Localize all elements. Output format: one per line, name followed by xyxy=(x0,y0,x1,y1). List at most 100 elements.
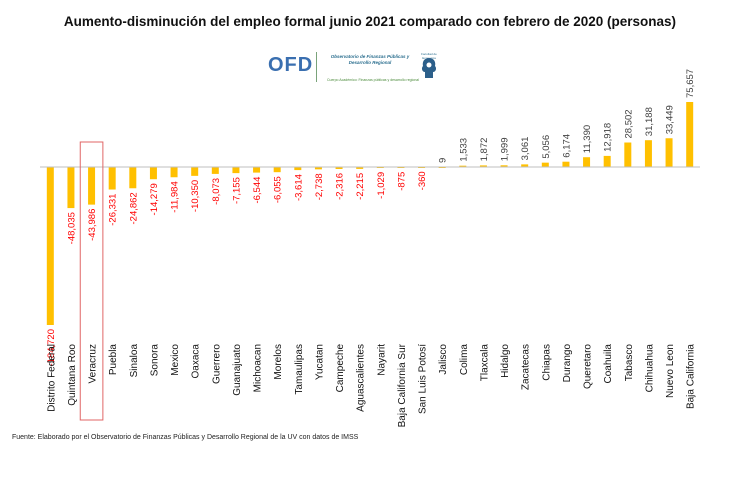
university-emblem-icon xyxy=(421,58,437,78)
value-label-chiapas: 5,056 xyxy=(541,135,552,159)
bar-sinaloa xyxy=(129,167,137,189)
category-label-campeche: Campeche xyxy=(335,344,346,393)
value-label-yucatan: -2,738 xyxy=(314,173,325,200)
bar-chihuahua xyxy=(644,140,652,167)
category-label-san-luis-potos-: San Luis Potosí xyxy=(418,344,429,414)
value-label-chihuahua: 31,188 xyxy=(644,107,655,136)
category-label-guanajuato: Guanajuato xyxy=(232,344,243,396)
category-label-chihuahua: Chihuahua xyxy=(644,344,655,393)
category-label-baja-california-sur: Baja California Sur xyxy=(397,343,408,427)
veracruz-highlight-box xyxy=(79,141,104,421)
category-label-mexico: Mexico xyxy=(170,344,181,376)
value-label-zacatecas: 3,061 xyxy=(520,137,531,161)
value-label-tamaulipas: -3,614 xyxy=(293,174,304,201)
category-label-zacatecas: Zacatecas xyxy=(521,344,532,390)
category-label-coahuila: Coahuila xyxy=(603,344,614,384)
category-label-durango: Durango xyxy=(562,344,573,383)
value-label-guanajuato: -7,155 xyxy=(231,177,242,204)
category-label-hidalgo: Hidalgo xyxy=(500,344,511,378)
bar-guerrero xyxy=(211,167,219,174)
bar-tlaxcala xyxy=(479,165,487,167)
bar-durango xyxy=(562,161,570,167)
ofd-logo: OFD Observatorio de Finanzas Públicas y … xyxy=(268,52,468,84)
bar-sonora xyxy=(149,167,157,180)
chart-title: Aumento-disminución del empleo formal ju… xyxy=(63,14,677,29)
value-label-hidalgo: 1,999 xyxy=(500,138,511,162)
bar-chiapas xyxy=(541,162,549,167)
category-label-veracruz: Veracruz xyxy=(88,344,99,383)
category-label-tlaxcala: Tlaxcala xyxy=(479,344,490,382)
value-label-puebla: -26,331 xyxy=(108,194,119,226)
bar-quintana-roo xyxy=(67,167,75,209)
value-label-quintana-roo: -48,035 xyxy=(66,212,77,244)
value-label-guerrero: -8,073 xyxy=(211,178,222,205)
category-label-distrito-federal: Distrito Federal xyxy=(46,344,57,412)
category-label-puebla: Puebla xyxy=(108,344,119,376)
category-label-sonora: Sonora xyxy=(149,344,160,377)
value-label-sinaloa: -24,862 xyxy=(128,192,139,224)
value-label-jalisco: 9 xyxy=(438,158,449,163)
logo-name: Observatorio de Finanzas Públicas y Desa… xyxy=(330,54,410,65)
value-label-distrito-federal: -184,720 xyxy=(46,329,57,367)
value-label-san-luis-potos-: -360 xyxy=(417,171,428,190)
value-label-baja-california-sur: -875 xyxy=(396,172,407,191)
category-label-sinaloa: Sinaloa xyxy=(129,344,140,378)
logo-subtitle: Cuerpo Académico: Finanzas públicas y de… xyxy=(326,78,420,82)
category-label-michoacan: Michoacan xyxy=(253,344,264,392)
category-label-colima: Colima xyxy=(459,344,470,376)
bar-aguascalientes xyxy=(356,167,364,169)
value-label-morelos: -6,055 xyxy=(273,176,284,203)
bar-michoacan xyxy=(253,167,261,173)
value-label-queretaro: 11,390 xyxy=(582,125,593,153)
category-label-yucatan: Yucatan xyxy=(314,344,325,380)
category-label-nuevo-leon: Nuevo Leon xyxy=(665,344,676,398)
category-label-chiapas: Chiapas xyxy=(541,344,552,381)
value-label-durango: 6,174 xyxy=(561,134,572,158)
bar-tamaulipas xyxy=(294,167,302,171)
bar-distrito-federal xyxy=(46,167,54,325)
bar-zacatecas xyxy=(521,164,529,167)
bar-morelos xyxy=(273,167,281,173)
value-label-campeche: -2,316 xyxy=(335,173,346,200)
bar-coahuila xyxy=(603,155,611,167)
bar-baja-california xyxy=(686,102,694,167)
value-label-nayarit: -1,029 xyxy=(376,172,387,199)
bar-queretaro xyxy=(583,157,591,167)
logo-divider xyxy=(316,52,317,82)
bar-yucatan xyxy=(314,167,322,170)
value-label-mexico: -11,984 xyxy=(170,181,181,213)
category-label-jalisco: Jalisco xyxy=(438,344,449,375)
bar-puebla xyxy=(108,167,116,190)
category-label-guerrero: Guerrero xyxy=(211,344,222,384)
bar-veracruz xyxy=(88,167,96,205)
value-label-baja-california: 75,657 xyxy=(685,69,696,98)
value-label-colima: 1,533 xyxy=(458,138,469,162)
logo-emblem-label: Facultad de Economía xyxy=(421,52,437,60)
value-label-aguascalientes: -2,215 xyxy=(355,173,366,200)
bar-oaxaca xyxy=(191,167,199,176)
bar-tabasco xyxy=(624,142,632,167)
category-label-quintana-roo: Quintana Roo xyxy=(67,344,78,406)
value-label-coahuila: 12,918 xyxy=(603,123,614,152)
category-label-tabasco: Tabasco xyxy=(624,344,635,382)
logo-abbr: OFD xyxy=(268,54,314,76)
category-label-morelos: Morelos xyxy=(273,344,284,380)
bar-campeche xyxy=(335,167,343,169)
value-label-sonora: -14,279 xyxy=(149,183,160,215)
value-label-tabasco: 28,502 xyxy=(623,109,634,138)
bar-nuevo-leon xyxy=(665,138,673,167)
value-label-oaxaca: -10,350 xyxy=(190,180,201,212)
category-label-oaxaca: Oaxaca xyxy=(191,344,202,379)
category-label-tamaulipas: Tamaulipas xyxy=(294,344,305,395)
value-label-nuevo-leon: 33,449 xyxy=(665,105,676,134)
source-footnote: Fuente: Elaborado por el Observatorio de… xyxy=(12,434,359,441)
bar-colima xyxy=(459,165,467,167)
bar-hidalgo xyxy=(500,165,508,167)
bar-mexico xyxy=(170,167,178,178)
bar-guanajuato xyxy=(232,167,240,174)
category-label-nayarit: Nayarit xyxy=(376,344,387,376)
value-label-veracruz: -43,986 xyxy=(87,209,98,241)
value-label-michoacan: -6,544 xyxy=(252,177,263,204)
category-label-baja-california: Baja California xyxy=(686,344,697,409)
